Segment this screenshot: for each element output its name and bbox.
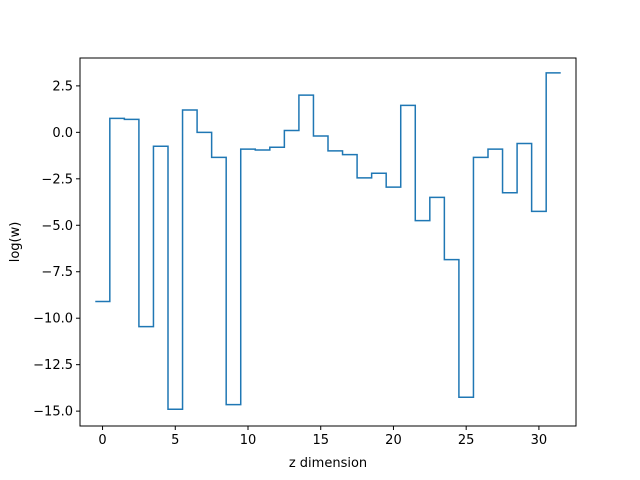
x-axis-label: z dimension <box>289 456 367 471</box>
x-tick-label: 5 <box>171 433 179 448</box>
y-tick-label: −10.0 <box>33 312 73 327</box>
x-tick-label: 10 <box>240 433 257 448</box>
y-tick-label: −12.5 <box>33 358 73 373</box>
y-tick-label: 2.5 <box>52 79 73 94</box>
y-tick-label: 0.0 <box>52 126 73 141</box>
x-axis: 0 5 10 15 20 25 30 <box>98 426 547 448</box>
x-tick-label: 25 <box>458 433 475 448</box>
series-line-0 <box>95 72 561 411</box>
y-tick-label: −2.5 <box>41 172 73 187</box>
y-axis-label: log(w) <box>8 222 23 263</box>
x-tick-label: 15 <box>312 433 329 448</box>
axes-frame <box>79 57 577 427</box>
x-tick-label: 0 <box>98 433 106 448</box>
x-tick-label: 30 <box>531 433 548 448</box>
plot-area <box>95 72 561 411</box>
y-tick-label: −7.5 <box>41 265 73 280</box>
y-axis: 2.5 0.0 −2.5 −5.0 −7.5 −10.0 −12.5 −15.0 <box>33 79 80 420</box>
y-tick-label: −5.0 <box>41 219 73 234</box>
x-tick-label: 20 <box>385 433 402 448</box>
y-tick-label: −15.0 <box>33 405 73 420</box>
